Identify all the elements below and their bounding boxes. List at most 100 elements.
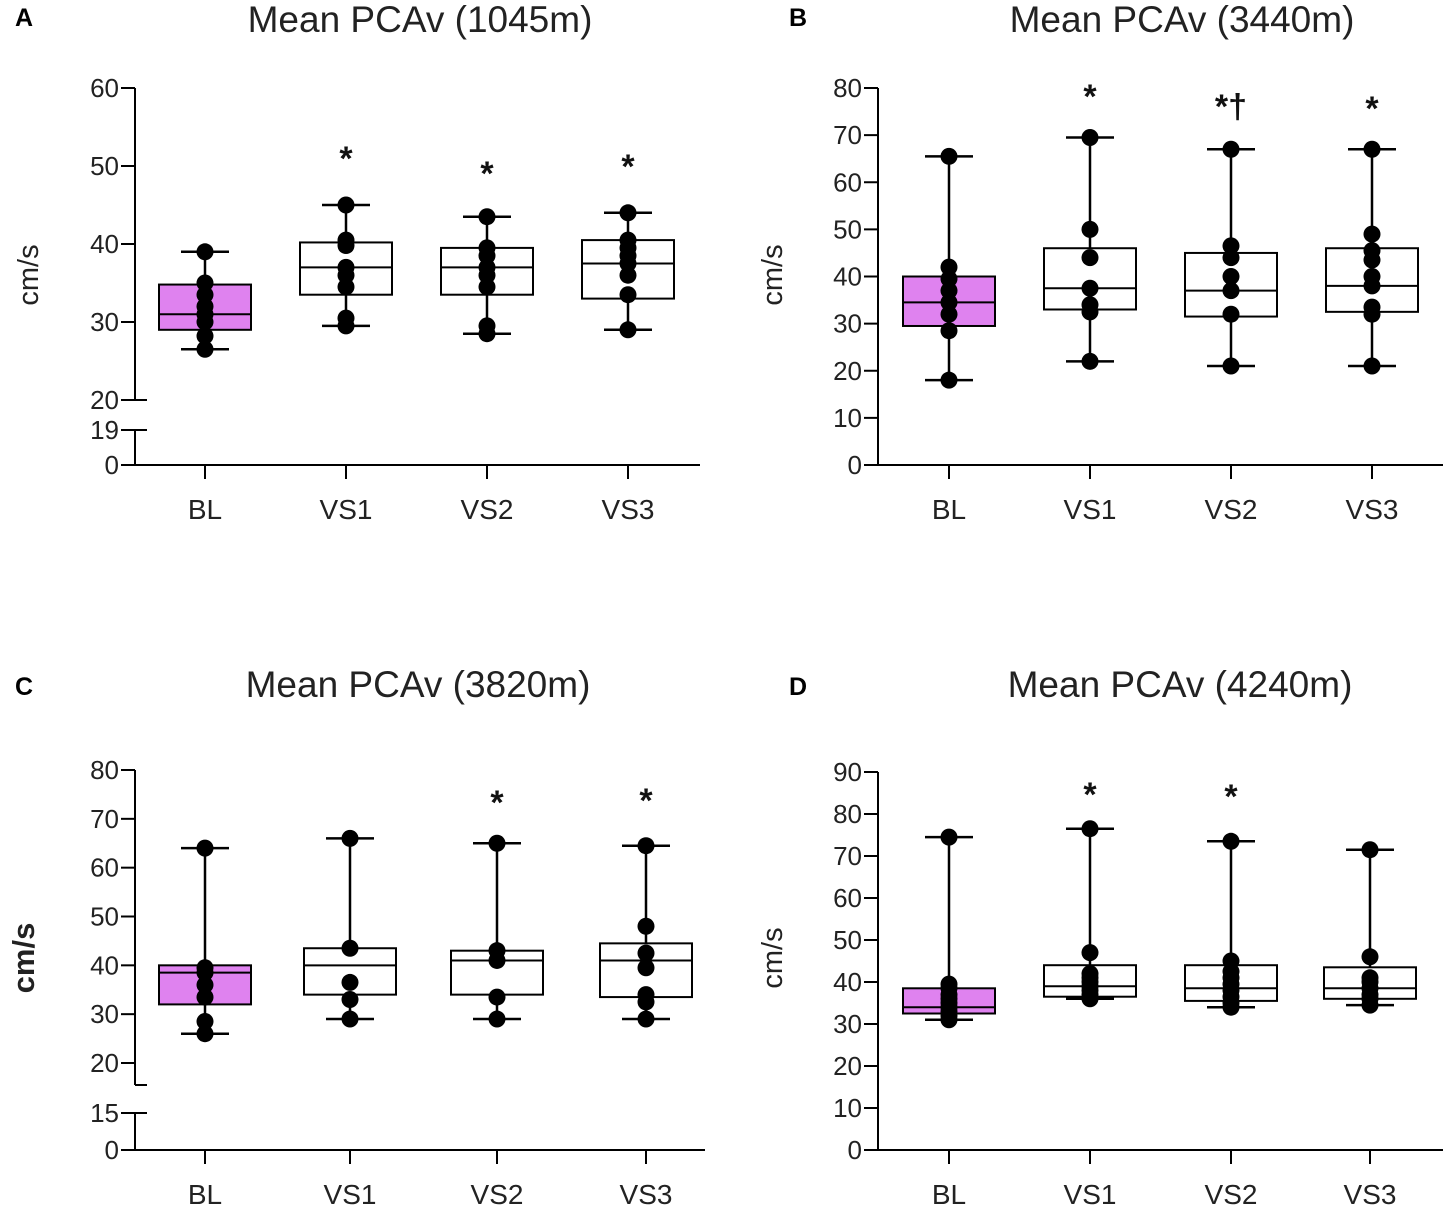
y-axis-label: cm/s bbox=[6, 923, 41, 994]
chart-title: Mean PCAv (3440m) bbox=[1010, 0, 1355, 40]
data-point bbox=[1081, 220, 1099, 238]
data-point bbox=[637, 959, 655, 977]
y-tick-label: 50 bbox=[90, 902, 119, 932]
data-point bbox=[1081, 279, 1099, 297]
y-axis-label: cm/s bbox=[757, 927, 789, 988]
data-point bbox=[940, 258, 958, 276]
data-point bbox=[1081, 128, 1099, 146]
data-point bbox=[637, 986, 655, 1004]
data-point bbox=[196, 976, 214, 994]
data-point bbox=[1363, 225, 1381, 243]
panel-letter: D bbox=[789, 673, 807, 701]
y-axis-label: cm/s bbox=[757, 244, 789, 305]
data-point bbox=[619, 286, 637, 304]
data-point bbox=[478, 278, 496, 296]
data-point bbox=[478, 258, 496, 276]
data-point bbox=[341, 829, 359, 847]
data-point bbox=[478, 317, 496, 335]
y-tick-label: 70 bbox=[90, 804, 119, 834]
y-tick-label: 30 bbox=[90, 307, 119, 337]
data-point bbox=[196, 243, 214, 261]
data-point bbox=[1222, 249, 1240, 267]
data-point bbox=[619, 231, 637, 249]
x-tick-label: VS2 bbox=[471, 1179, 524, 1210]
x-tick-label: VS3 bbox=[1344, 1179, 1397, 1210]
x-tick-label: VS3 bbox=[1346, 494, 1399, 525]
data-point bbox=[637, 837, 655, 855]
significance-marker: * bbox=[1224, 778, 1238, 816]
y-axis-label: cm/s bbox=[13, 244, 45, 305]
data-point bbox=[337, 231, 355, 249]
y-tick-label: 20 bbox=[833, 1051, 862, 1081]
data-point bbox=[488, 942, 506, 960]
panel-letter: C bbox=[15, 673, 33, 701]
y-tick-label: 0 bbox=[105, 450, 119, 480]
data-point bbox=[196, 340, 214, 358]
data-point bbox=[1222, 268, 1240, 285]
y-tick-label: 80 bbox=[833, 799, 862, 829]
significance-marker: * bbox=[1083, 78, 1097, 116]
data-point bbox=[1081, 249, 1099, 267]
y-tick-label: 80 bbox=[833, 73, 862, 103]
data-point bbox=[619, 266, 637, 284]
data-point bbox=[1361, 948, 1379, 966]
data-point bbox=[1363, 268, 1381, 285]
significance-marker: * bbox=[490, 784, 504, 822]
y-tick-label: 10 bbox=[833, 403, 862, 433]
data-point bbox=[341, 991, 359, 1009]
y-tick-label: 20 bbox=[90, 1048, 119, 1078]
y-tick-label: 10 bbox=[833, 1093, 862, 1123]
y-tick-label: 19 bbox=[90, 415, 119, 445]
data-point bbox=[196, 988, 214, 1006]
y-tick-label: 40 bbox=[90, 950, 119, 980]
panel-letter: A bbox=[15, 4, 33, 32]
y-tick-label: 90 bbox=[833, 757, 862, 787]
x-tick-label: BL bbox=[188, 1179, 222, 1210]
data-point bbox=[940, 305, 958, 323]
data-point bbox=[940, 282, 958, 300]
significance-marker: * bbox=[480, 155, 494, 193]
chart-title: Mean PCAv (3820m) bbox=[246, 664, 591, 705]
y-tick-label: 40 bbox=[90, 229, 119, 259]
data-point bbox=[1361, 969, 1379, 987]
y-tick-label: 20 bbox=[90, 385, 119, 415]
data-point bbox=[196, 1025, 214, 1043]
data-point bbox=[337, 278, 355, 296]
y-tick-label: 50 bbox=[90, 151, 119, 181]
x-tick-label: VS1 bbox=[320, 494, 373, 525]
x-tick-label: VS2 bbox=[1205, 1179, 1258, 1210]
panel-letter: B bbox=[789, 4, 807, 32]
data-point bbox=[341, 939, 359, 957]
panel-d: D Mean PCAv (4240m) cm/s 0 10 20 30 40 50 60 70 80 9… bbox=[757, 664, 1443, 1210]
data-point bbox=[488, 834, 506, 852]
y-tick-label: 50 bbox=[833, 925, 862, 955]
x-tick-label: BL bbox=[188, 494, 222, 525]
data-point bbox=[1363, 242, 1381, 260]
chart-title: Mean PCAv (1045m) bbox=[248, 0, 593, 40]
data-point bbox=[1081, 352, 1099, 370]
data-point bbox=[637, 944, 655, 962]
significance-marker: * bbox=[339, 140, 353, 178]
data-point bbox=[1363, 298, 1381, 316]
data-point bbox=[1081, 944, 1099, 962]
x-tick-label: VS1 bbox=[1064, 494, 1117, 525]
data-point bbox=[1222, 282, 1240, 300]
data-point bbox=[478, 239, 496, 257]
data-point bbox=[341, 1010, 359, 1028]
x-tick-label: VS1 bbox=[324, 1179, 377, 1210]
data-point bbox=[940, 147, 958, 165]
data-point bbox=[637, 917, 655, 935]
y-tick-label: 30 bbox=[833, 1009, 862, 1039]
y-tick-label: 0 bbox=[848, 450, 862, 480]
data-point bbox=[1081, 820, 1099, 838]
data-point bbox=[940, 293, 958, 311]
panel-b: B Mean PCAv (3440m) cm/s 0 10 20 30 40 50 60 70 80 B… bbox=[757, 0, 1443, 525]
y-tick-label: 50 bbox=[833, 214, 862, 244]
data-point bbox=[341, 973, 359, 991]
y-tick-label: 30 bbox=[833, 309, 862, 339]
significance-marker: * bbox=[621, 148, 635, 186]
y-tick-label: 60 bbox=[833, 167, 862, 197]
x-tick-label: BL bbox=[932, 494, 966, 525]
y-tick-label: 20 bbox=[833, 356, 862, 386]
